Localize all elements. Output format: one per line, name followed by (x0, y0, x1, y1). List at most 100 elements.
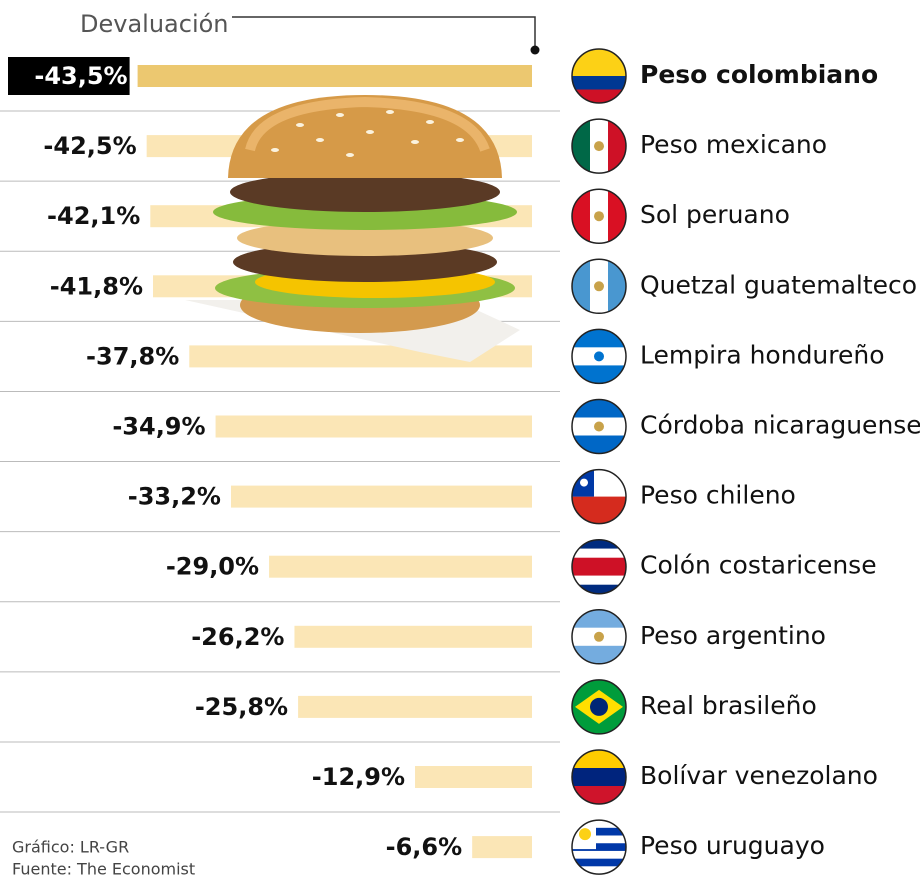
flag-stripe (572, 575, 626, 585)
labels: -43,5% Peso colombiano -42,5% Peso mexicano… (8, 48, 920, 875)
category-label: Peso argentino (640, 621, 826, 650)
category-label: Quetzal guatemalteco (640, 270, 917, 299)
bar (294, 625, 532, 648)
bar (137, 65, 532, 87)
flag-stripe (572, 827, 626, 836)
flag-stripe (572, 609, 626, 628)
flag (571, 679, 627, 735)
value-label: -34,9% (112, 413, 205, 441)
burger-illustration (185, 95, 520, 362)
flag-stripe (572, 866, 626, 875)
flag-ring (571, 258, 627, 315)
flag-ring (571, 609, 627, 665)
flag-stripe (572, 768, 626, 786)
title-leader (232, 16, 536, 50)
flag-emblem (594, 421, 604, 432)
flag-emblem (594, 351, 604, 362)
flag-stripe (572, 435, 626, 454)
highlight-box (8, 57, 130, 95)
value-label: -42,5% (43, 132, 136, 160)
flag-ring (571, 749, 627, 805)
flag-fill (572, 259, 626, 314)
flag-stripe (608, 119, 626, 174)
category-label: Real brasileño (640, 691, 817, 720)
value-label: -29,0% (166, 553, 259, 581)
flag-ring (571, 188, 627, 244)
value-label: -42,1% (47, 202, 140, 230)
flag-stripe (572, 843, 626, 851)
flag-stripe (572, 329, 626, 348)
flag (571, 188, 627, 244)
category-label: Peso mexicano (640, 130, 827, 159)
flag-stripe (572, 365, 626, 384)
title-leader-dot (530, 45, 540, 55)
value-label: -6,6% (386, 833, 463, 861)
flag-emblem (594, 211, 604, 222)
value-label: -33,2% (128, 483, 221, 511)
flag-emblem (594, 141, 604, 152)
value-label: -26,2% (191, 623, 284, 651)
flag-ring (571, 328, 627, 385)
flag-stripe (572, 399, 626, 418)
flag-sun (579, 828, 591, 841)
flag-stripe (608, 259, 626, 314)
flag-emblem (594, 281, 604, 292)
flag-stripe (572, 119, 590, 174)
flag-fill (572, 679, 626, 734)
flag (571, 749, 627, 805)
flag-fill (572, 609, 626, 664)
flag-stripe (572, 548, 626, 558)
flag (571, 118, 627, 174)
flag-ring (571, 679, 627, 735)
bar (298, 695, 532, 718)
flag (571, 398, 627, 455)
flag-stripe (572, 496, 626, 524)
flag-ring (571, 819, 627, 875)
flag-stripe (572, 49, 626, 76)
credit: Gráfico: LR-GR (12, 838, 129, 857)
value-label: -43,5% (34, 62, 127, 90)
bar (230, 485, 532, 508)
flag-stripe (572, 539, 626, 549)
category-label: Colón costaricense (640, 551, 877, 580)
category-label: Peso chileno (640, 481, 796, 510)
flag-fill (572, 399, 626, 454)
flag-ring (571, 398, 627, 455)
flag-stripe (572, 189, 590, 244)
flag-stripe (572, 259, 590, 314)
bar (215, 415, 532, 438)
flag-stripe (572, 584, 626, 594)
flag-fill (572, 329, 626, 384)
flag-stripe (572, 750, 626, 768)
category-label: Lempira hondureño (640, 340, 885, 369)
value-label: -12,9% (312, 763, 405, 791)
flag-ring (571, 468, 627, 525)
flag (571, 468, 627, 525)
category-label: Bolívar venezolano (640, 761, 878, 790)
category-label: Peso uruguayo (640, 831, 825, 860)
category-label: Córdoba nicaraguense (640, 411, 920, 440)
flag (571, 48, 627, 104)
bar (472, 836, 532, 859)
flag (571, 258, 627, 315)
flag-fill (572, 119, 626, 174)
value-label: -37,8% (86, 342, 179, 370)
category-label: Peso colombiano (640, 60, 878, 89)
flag-fill (572, 189, 626, 244)
flag-stripe (572, 557, 626, 576)
flag-stripe (572, 786, 626, 804)
value-label: -41,8% (50, 272, 143, 300)
bar (415, 766, 532, 788)
flag-fill (572, 750, 626, 804)
flag-stripe (572, 850, 626, 859)
flag (571, 609, 627, 665)
source: Fuente: The Economist (12, 860, 195, 875)
value-label: -25,8% (195, 693, 288, 721)
flag (571, 328, 627, 385)
flag-stripe (572, 76, 626, 90)
flag-ring (571, 118, 627, 174)
flag-ring (571, 538, 627, 595)
flag-stripe (608, 189, 626, 244)
category-label: Sol peruano (640, 200, 790, 229)
